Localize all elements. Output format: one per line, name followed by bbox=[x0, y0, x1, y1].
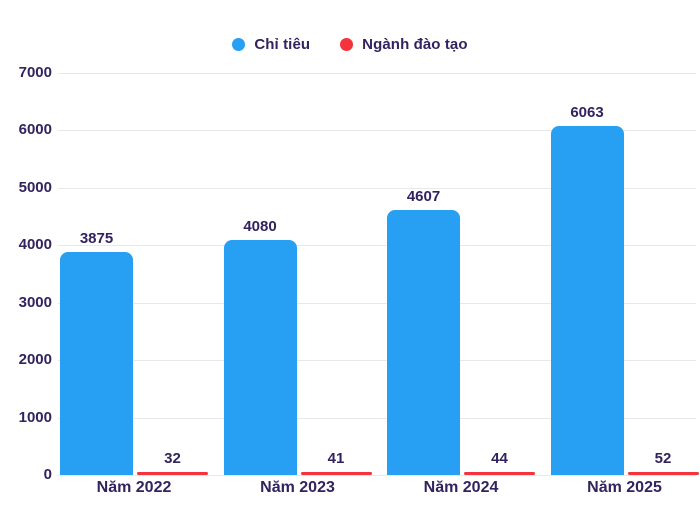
y-axis-label: 5000 bbox=[18, 178, 52, 196]
legend-label-nganh-dao-tao: Ngành đào tạo bbox=[362, 35, 468, 53]
gridline bbox=[58, 187, 696, 189]
gridline bbox=[58, 130, 696, 131]
x-axis-label: Năm 2023 bbox=[260, 479, 335, 496]
bar-value-label: 4080 bbox=[243, 218, 277, 236]
bar-value-label: 44 bbox=[491, 450, 508, 467]
gridline bbox=[58, 302, 696, 304]
legend-dot-chi-tieu-icon bbox=[232, 37, 246, 51]
gridline bbox=[58, 417, 696, 419]
x-axis-label: Năm 2025 bbox=[587, 479, 662, 496]
y-axis-label: 0 bbox=[43, 466, 52, 483]
y-axis-label: 1000 bbox=[18, 408, 52, 426]
bar-value-label: 3875 bbox=[79, 230, 114, 248]
y-axis-label: 4000 bbox=[18, 236, 52, 253]
bar-nganh-dao-tao[interactable] bbox=[300, 471, 372, 475]
x-axis-label: Năm 2022 bbox=[96, 479, 172, 496]
legend-item-nganh-dao-tao[interactable]: Ngành đào tạo bbox=[340, 35, 468, 53]
bar-nganh-dao-tao[interactable] bbox=[464, 471, 535, 475]
bar-chi-tieu[interactable] bbox=[60, 252, 133, 475]
bar-chi-tieu[interactable] bbox=[223, 240, 297, 475]
y-axis-label: 7000 bbox=[18, 63, 52, 81]
bar-nganh-dao-tao[interactable] bbox=[137, 471, 208, 475]
bar-value-label: 52 bbox=[654, 450, 672, 467]
bar-value-label: 32 bbox=[164, 450, 181, 467]
gridline bbox=[58, 360, 696, 361]
y-axis-label: 6000 bbox=[18, 121, 52, 138]
bar-chi-tieu[interactable] bbox=[387, 210, 460, 475]
bar-chi-tieu[interactable] bbox=[550, 126, 624, 475]
bar-value-label: 41 bbox=[327, 450, 345, 467]
bar-value-label: 4607 bbox=[406, 188, 441, 206]
chart-legend: Chỉ tiêu Ngành đào tạo bbox=[0, 34, 700, 54]
gridline bbox=[58, 475, 696, 476]
legend-item-chi-tieu[interactable]: Chỉ tiêu bbox=[232, 36, 310, 53]
bar-nganh-dao-tao[interactable] bbox=[627, 471, 699, 475]
x-axis-label: Năm 2024 bbox=[423, 479, 499, 496]
y-axis-label: 3000 bbox=[18, 293, 52, 311]
bar-value-label: 6063 bbox=[570, 104, 604, 122]
legend-dot-nganh-dao-tao-icon bbox=[340, 37, 354, 51]
gridline bbox=[58, 72, 696, 74]
gridline bbox=[58, 245, 696, 246]
y-axis-label: 2000 bbox=[18, 351, 52, 368]
legend-label-chi-tieu: Chỉ tiêu bbox=[254, 35, 311, 53]
